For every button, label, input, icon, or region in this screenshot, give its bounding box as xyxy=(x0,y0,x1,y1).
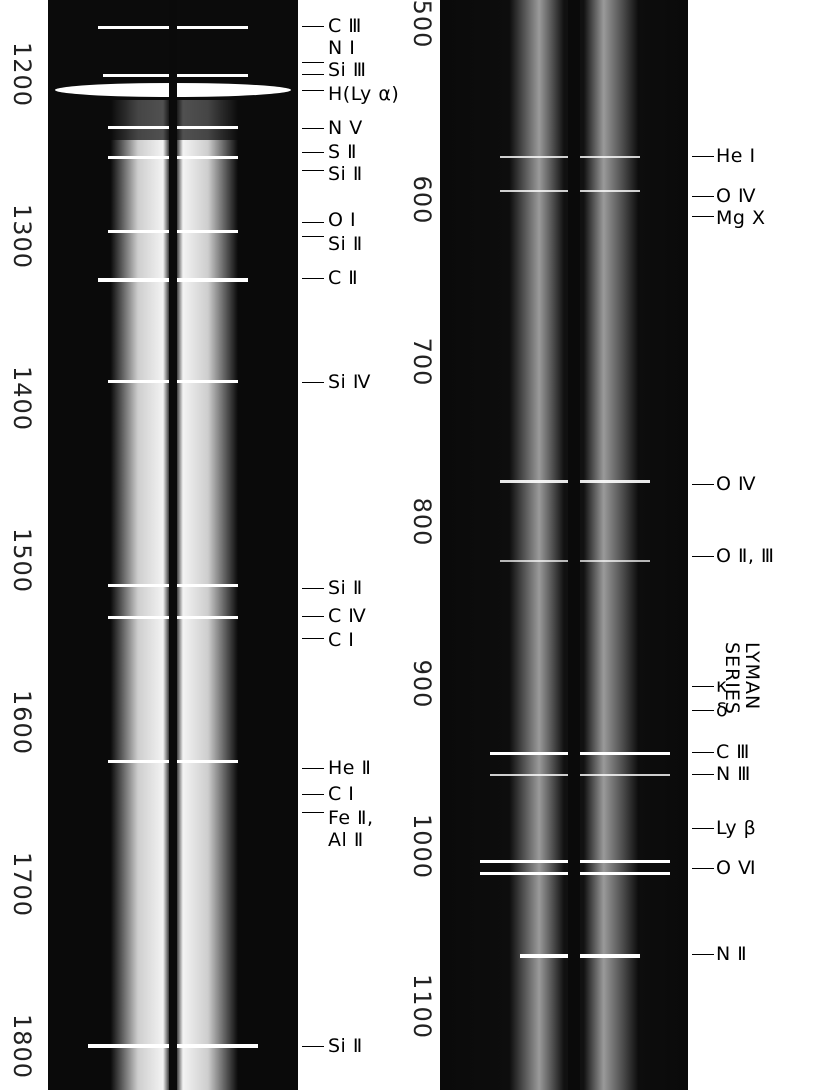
tick-label: 1300 xyxy=(8,204,36,270)
line-label: S Ⅱ xyxy=(328,141,357,163)
line-label: N Ⅲ xyxy=(716,763,751,785)
line-label: C Ⅲ xyxy=(716,741,750,763)
line-label: O Ⅳ xyxy=(716,473,757,495)
line-label: κ xyxy=(716,675,728,697)
line-label: Si Ⅳ xyxy=(328,371,371,393)
line-label: Al Ⅱ xyxy=(328,829,364,851)
tick-label: 1800 xyxy=(8,1014,36,1080)
line-label: O Ⅱ, Ⅲ xyxy=(716,545,775,567)
left-wavelength-scale: 1200 1300 1400 1500 1600 1700 1800 xyxy=(0,0,60,1090)
tick-label: 1500 xyxy=(8,528,36,594)
tick-label: 900 xyxy=(408,659,436,709)
tick-label: 1700 xyxy=(8,852,36,918)
tick-label: 1600 xyxy=(8,690,36,756)
tick-label: 1100 xyxy=(408,974,436,1040)
tick-label: 600 xyxy=(408,175,436,225)
line-label: He I xyxy=(716,145,756,167)
line-label: Si Ⅱ xyxy=(328,577,363,599)
line-label: N Ⅱ xyxy=(716,943,748,965)
line-label: C Ⅲ xyxy=(328,15,362,37)
line-label: δ xyxy=(716,699,729,721)
line-label: C I xyxy=(328,629,355,651)
tick-label: 1000 xyxy=(408,814,436,880)
line-label: C Ⅳ xyxy=(328,605,367,627)
tick-label: 800 xyxy=(408,497,436,547)
line-label: Si Ⅲ xyxy=(328,59,367,81)
line-label: C Ⅱ xyxy=(328,267,359,289)
line-label: Si Ⅱ xyxy=(328,1035,363,1057)
tick-label: 1200 xyxy=(8,42,36,108)
line-label: N I xyxy=(328,37,356,59)
tick-label: 500 xyxy=(408,0,436,49)
line-label: Si Ⅱ xyxy=(328,163,363,185)
line-label: C I xyxy=(328,783,355,805)
left-spectrum-plate xyxy=(48,0,298,1090)
line-label: Ly β xyxy=(716,817,757,839)
lyman-label-line2: SERIES xyxy=(721,642,743,715)
lyman-label-line1: LYMAN xyxy=(741,642,763,711)
line-label: N Ⅴ xyxy=(328,117,363,139)
line-label: He Ⅱ xyxy=(328,757,372,779)
line-label: O Ⅳ xyxy=(716,185,757,207)
tick-label: 1400 xyxy=(8,366,36,432)
line-label: Si Ⅱ xyxy=(328,233,363,255)
line-label: Mg Ⅹ xyxy=(716,207,766,229)
right-spectrum-plate xyxy=(440,0,688,1090)
tick-label: 700 xyxy=(408,337,436,387)
line-label: Fe Ⅱ, xyxy=(328,807,374,829)
line-label: O Ⅵ xyxy=(716,857,757,879)
line-label: O I xyxy=(328,209,357,231)
line-label: H(Ly α) xyxy=(328,83,400,105)
lyman-series-label: LYMAN SERIES xyxy=(721,642,763,715)
